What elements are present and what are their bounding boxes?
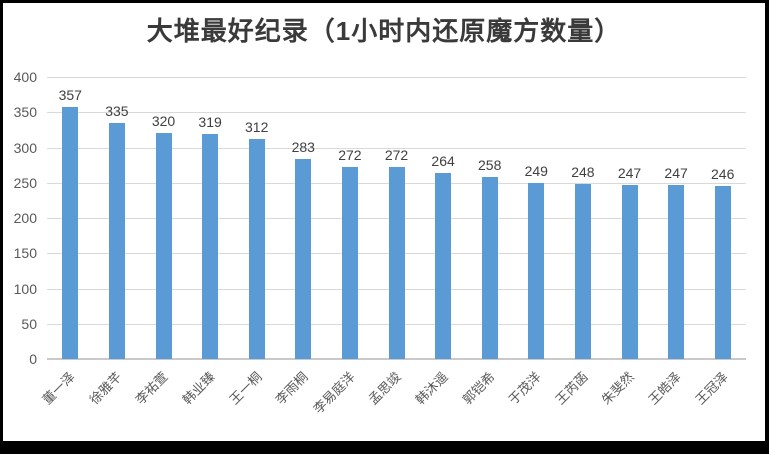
y-tick-label: 350 <box>13 104 37 121</box>
y-tick-label: 150 <box>13 245 37 262</box>
x-tick-label: 王一桐 <box>226 369 265 408</box>
bar <box>295 159 312 359</box>
x-tick-label: 孟思竣 <box>366 369 405 408</box>
y-tick-label: 0 <box>29 351 37 367</box>
bar-value-label: 272 <box>384 147 409 164</box>
bar-value-label: 258 <box>478 157 502 174</box>
bar <box>62 107 79 359</box>
bar-value-label: 283 <box>291 139 315 156</box>
bar <box>481 177 498 359</box>
bar <box>202 134 219 359</box>
x-tick-label: 韩沐遥 <box>412 369 451 408</box>
y-tick-label: 250 <box>13 174 37 191</box>
y-tick-label: 400 <box>13 69 37 85</box>
y-tick-label: 200 <box>13 210 37 226</box>
bar-value-label: 248 <box>571 164 595 181</box>
bar-value-label: 319 <box>198 114 222 131</box>
x-tick-label: 韩业臻 <box>179 369 218 408</box>
x-tick-label: 李祐萱 <box>133 369 172 408</box>
x-tick-label: 王皓泽 <box>645 369 684 408</box>
bar <box>621 184 638 359</box>
bar <box>388 167 405 359</box>
gridline <box>47 147 746 149</box>
bar <box>341 167 358 359</box>
bar-value-label: 320 <box>151 113 176 130</box>
bar <box>714 185 731 359</box>
gridline <box>47 77 746 78</box>
x-tick-label: 王冠泽 <box>692 369 731 408</box>
bar-value-label: 272 <box>338 147 362 164</box>
x-tick-label: 李易庭洋 <box>310 369 358 417</box>
bar-value-label: 247 <box>664 164 688 181</box>
bar-value-label: 335 <box>105 102 129 119</box>
x-tick-label: 王芮菡 <box>552 369 591 408</box>
bar-value-label: 264 <box>431 152 455 169</box>
y-tick-label: 50 <box>21 315 37 332</box>
bar <box>668 184 685 359</box>
y-tick-label: 300 <box>13 139 37 156</box>
bar-value-label: 247 <box>617 164 642 181</box>
bar <box>574 184 591 359</box>
bar-value-label: 246 <box>711 165 735 182</box>
x-tick-label: 于茂洋 <box>505 369 545 408</box>
bar <box>108 122 125 359</box>
x-tick-label: 徐雅芊 <box>86 369 125 408</box>
x-axis-line <box>47 358 746 360</box>
chart-frame: 大堆最好纪录（1小时内还原魔方数量） 0 50 100 150 200 250 300 350… <box>3 3 765 441</box>
x-tick-label: 董一泽 <box>39 369 79 408</box>
chart-title: 大堆最好纪录（1小时内还原魔方数量） <box>146 16 622 46</box>
y-tick-label: 100 <box>13 280 37 297</box>
bar <box>155 133 172 359</box>
bar <box>248 139 265 359</box>
x-tick-label: 朱斐然 <box>599 369 638 408</box>
bar <box>435 172 452 359</box>
bar-value-label: 249 <box>524 163 548 180</box>
bar-value-label: 357 <box>58 87 82 104</box>
bar-value-label: 312 <box>245 119 269 136</box>
x-tick-label: 郭铠希 <box>459 369 498 408</box>
gridline <box>47 112 746 114</box>
bar <box>528 183 545 359</box>
x-tick-label: 李雨桐 <box>272 369 312 408</box>
